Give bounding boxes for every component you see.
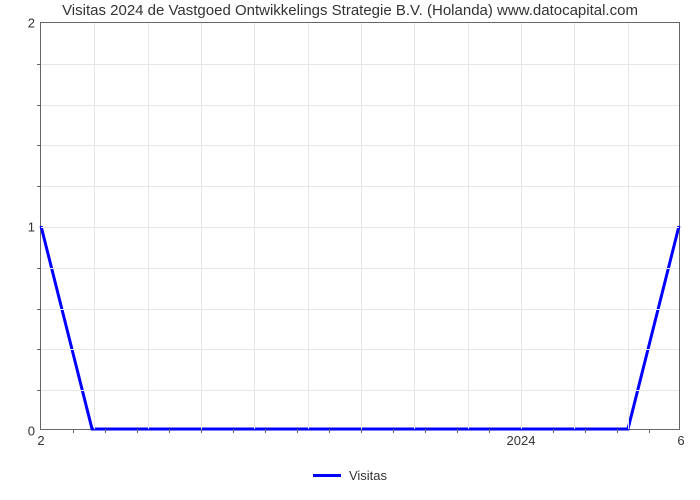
grid-vertical <box>414 23 415 429</box>
y-minor-tick <box>37 64 41 65</box>
grid-vertical <box>521 23 522 429</box>
grid-horizontal <box>41 64 679 65</box>
y-minor-tick <box>37 186 41 187</box>
grid-horizontal <box>41 309 679 310</box>
x-minor-tick <box>489 429 490 433</box>
y-minor-tick <box>37 390 41 391</box>
legend-swatch <box>313 474 341 477</box>
x-minor-tick <box>297 429 298 433</box>
x-minor-tick <box>361 429 362 433</box>
x-tick-label: 6 <box>677 429 684 448</box>
grid-vertical <box>574 23 575 429</box>
grid-vertical <box>254 23 255 429</box>
grid-vertical <box>361 23 362 429</box>
y-minor-tick <box>37 309 41 310</box>
chart-container: Visitas 2024 de Vastgoed Ontwikkelings S… <box>0 0 700 500</box>
x-minor-tick <box>457 429 458 433</box>
x-minor-tick <box>137 429 138 433</box>
grid-horizontal <box>41 227 679 228</box>
x-minor-tick <box>393 429 394 433</box>
x-minor-tick <box>329 429 330 433</box>
y-tick-label: 2 <box>28 16 41 31</box>
grid-vertical <box>94 23 95 429</box>
grid-vertical <box>628 23 629 429</box>
x-minor-tick <box>649 429 650 433</box>
legend: Visitas <box>0 468 700 483</box>
x-minor-tick <box>425 429 426 433</box>
series-line <box>41 226 679 429</box>
x-minor-tick <box>265 429 266 433</box>
x-minor-tick <box>553 429 554 433</box>
y-minor-tick <box>37 349 41 350</box>
grid-horizontal <box>41 390 679 391</box>
x-minor-tick <box>233 429 234 433</box>
y-tick-label: 1 <box>28 220 41 235</box>
line-layer <box>41 23 679 429</box>
x-minor-tick <box>617 429 618 433</box>
grid-horizontal <box>41 186 679 187</box>
grid-vertical <box>468 23 469 429</box>
x-minor-tick <box>73 429 74 433</box>
grid-horizontal <box>41 349 679 350</box>
legend-label: Visitas <box>349 468 387 483</box>
x-minor-tick <box>105 429 106 433</box>
chart-title: Visitas 2024 de Vastgoed Ontwikkelings S… <box>0 2 700 19</box>
grid-horizontal <box>41 105 679 106</box>
x-minor-tick <box>169 429 170 433</box>
x-minor-tick <box>201 429 202 433</box>
x-minor-tick <box>585 429 586 433</box>
grid-horizontal <box>41 145 679 146</box>
y-minor-tick <box>37 268 41 269</box>
x-axis-year-label: 2024 <box>507 429 536 448</box>
grid-vertical <box>308 23 309 429</box>
y-minor-tick <box>37 145 41 146</box>
grid-vertical <box>201 23 202 429</box>
x-tick-label: 2 <box>37 429 44 448</box>
grid-horizontal <box>41 268 679 269</box>
y-minor-tick <box>37 105 41 106</box>
grid-vertical <box>148 23 149 429</box>
plot-area: 012262024 <box>40 22 680 430</box>
